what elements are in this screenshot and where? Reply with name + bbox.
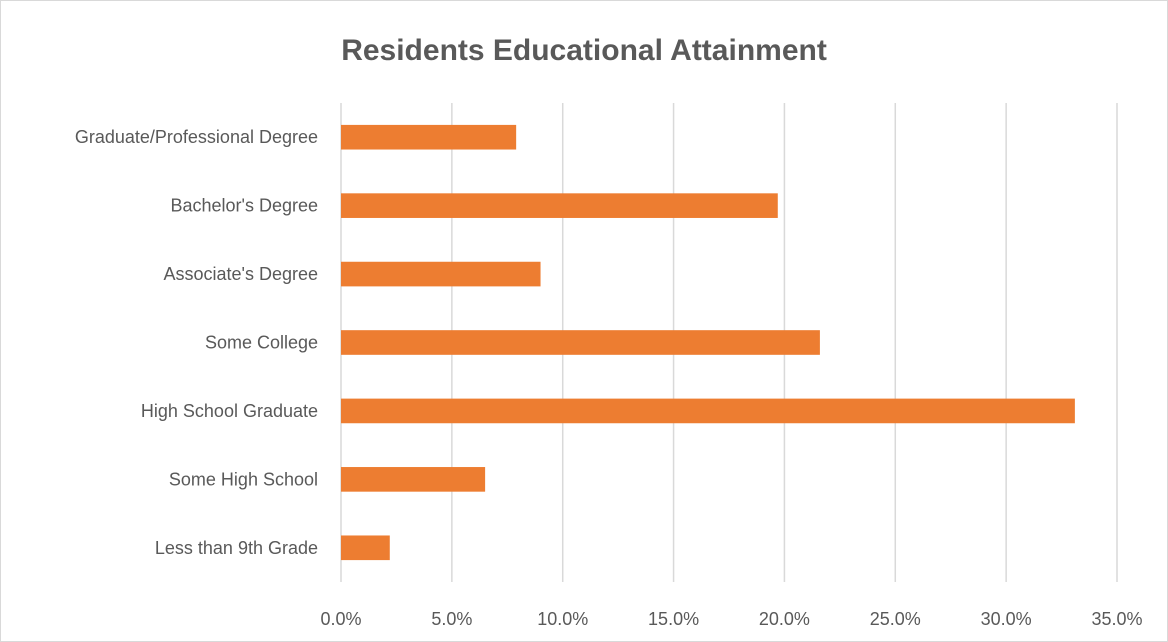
x-tick-label: 5.0% — [431, 609, 472, 629]
bars — [341, 124, 1075, 561]
bar — [341, 124, 517, 150]
category-label: Less than 9th Grade — [155, 538, 318, 558]
chart-title: Residents Educational Attainment — [341, 34, 827, 67]
bar — [341, 261, 541, 287]
category-labels: Graduate/Professional Degree Bachelor's D… — [75, 127, 318, 558]
bar — [341, 467, 486, 492]
bar — [341, 535, 390, 561]
x-tick-label: 15.0% — [648, 609, 699, 629]
category-label: Associate's Degree — [163, 264, 318, 284]
category-label: High School Graduate — [141, 401, 318, 421]
x-tick-label: 30.0% — [981, 609, 1032, 629]
x-tick-label: 25.0% — [870, 609, 921, 629]
bar — [341, 330, 820, 355]
category-label: Some College — [205, 333, 318, 353]
x-tick-label: 0.0% — [320, 609, 361, 629]
x-tick-label: 35.0% — [1091, 609, 1142, 629]
category-label: Graduate/Professional Degree — [75, 127, 318, 147]
bar — [341, 193, 778, 218]
x-tick-label: 20.0% — [759, 609, 810, 629]
bar — [341, 398, 1075, 424]
x-axis-tick-labels: 0.0% 5.0% 10.0% 15.0% 20.0% 25.0% 30.0% 35.0% — [320, 609, 1142, 629]
x-tick-label: 10.0% — [537, 609, 588, 629]
category-label: Bachelor's Degree — [170, 196, 318, 216]
category-label: Some High School — [169, 469, 318, 489]
